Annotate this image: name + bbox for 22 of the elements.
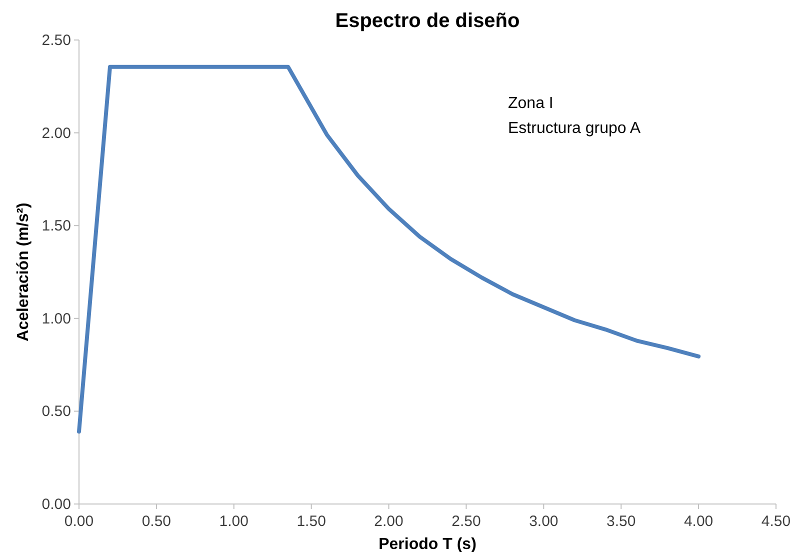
y-tick-label: 1.50 bbox=[42, 218, 71, 235]
x-tick-label: 4.00 bbox=[684, 513, 714, 530]
y-tick-label: 0.00 bbox=[42, 496, 71, 513]
y-axis-title: Aceleración (m/s²) bbox=[15, 202, 32, 342]
x-tick-label: 2.00 bbox=[374, 513, 404, 530]
x-tick-label: 2.50 bbox=[452, 513, 481, 530]
x-tick-label: 0.50 bbox=[142, 513, 172, 530]
x-tick-label: 3.50 bbox=[606, 513, 636, 530]
y-tick-label: 2.50 bbox=[42, 32, 71, 49]
y-tick-label: 0.50 bbox=[42, 403, 71, 420]
y-tick-label: 2.00 bbox=[42, 124, 71, 142]
line-series bbox=[77, 64, 701, 434]
chart-title: Espectro de diseño bbox=[335, 10, 520, 32]
x-tick-label: 4.50 bbox=[761, 513, 791, 530]
x-tick-label: 0.00 bbox=[64, 513, 94, 530]
annotation: Estructura grupo A bbox=[508, 120, 641, 137]
annotation: Zona I bbox=[508, 95, 554, 112]
x-tick-label: 1.00 bbox=[219, 513, 248, 530]
x-tick-label: 3.00 bbox=[529, 513, 558, 530]
x-tick-label: 1.50 bbox=[296, 513, 326, 530]
x-axis-title: Periodo T (s) bbox=[378, 536, 476, 552]
y-tick-label: 1.00 bbox=[42, 310, 71, 328]
